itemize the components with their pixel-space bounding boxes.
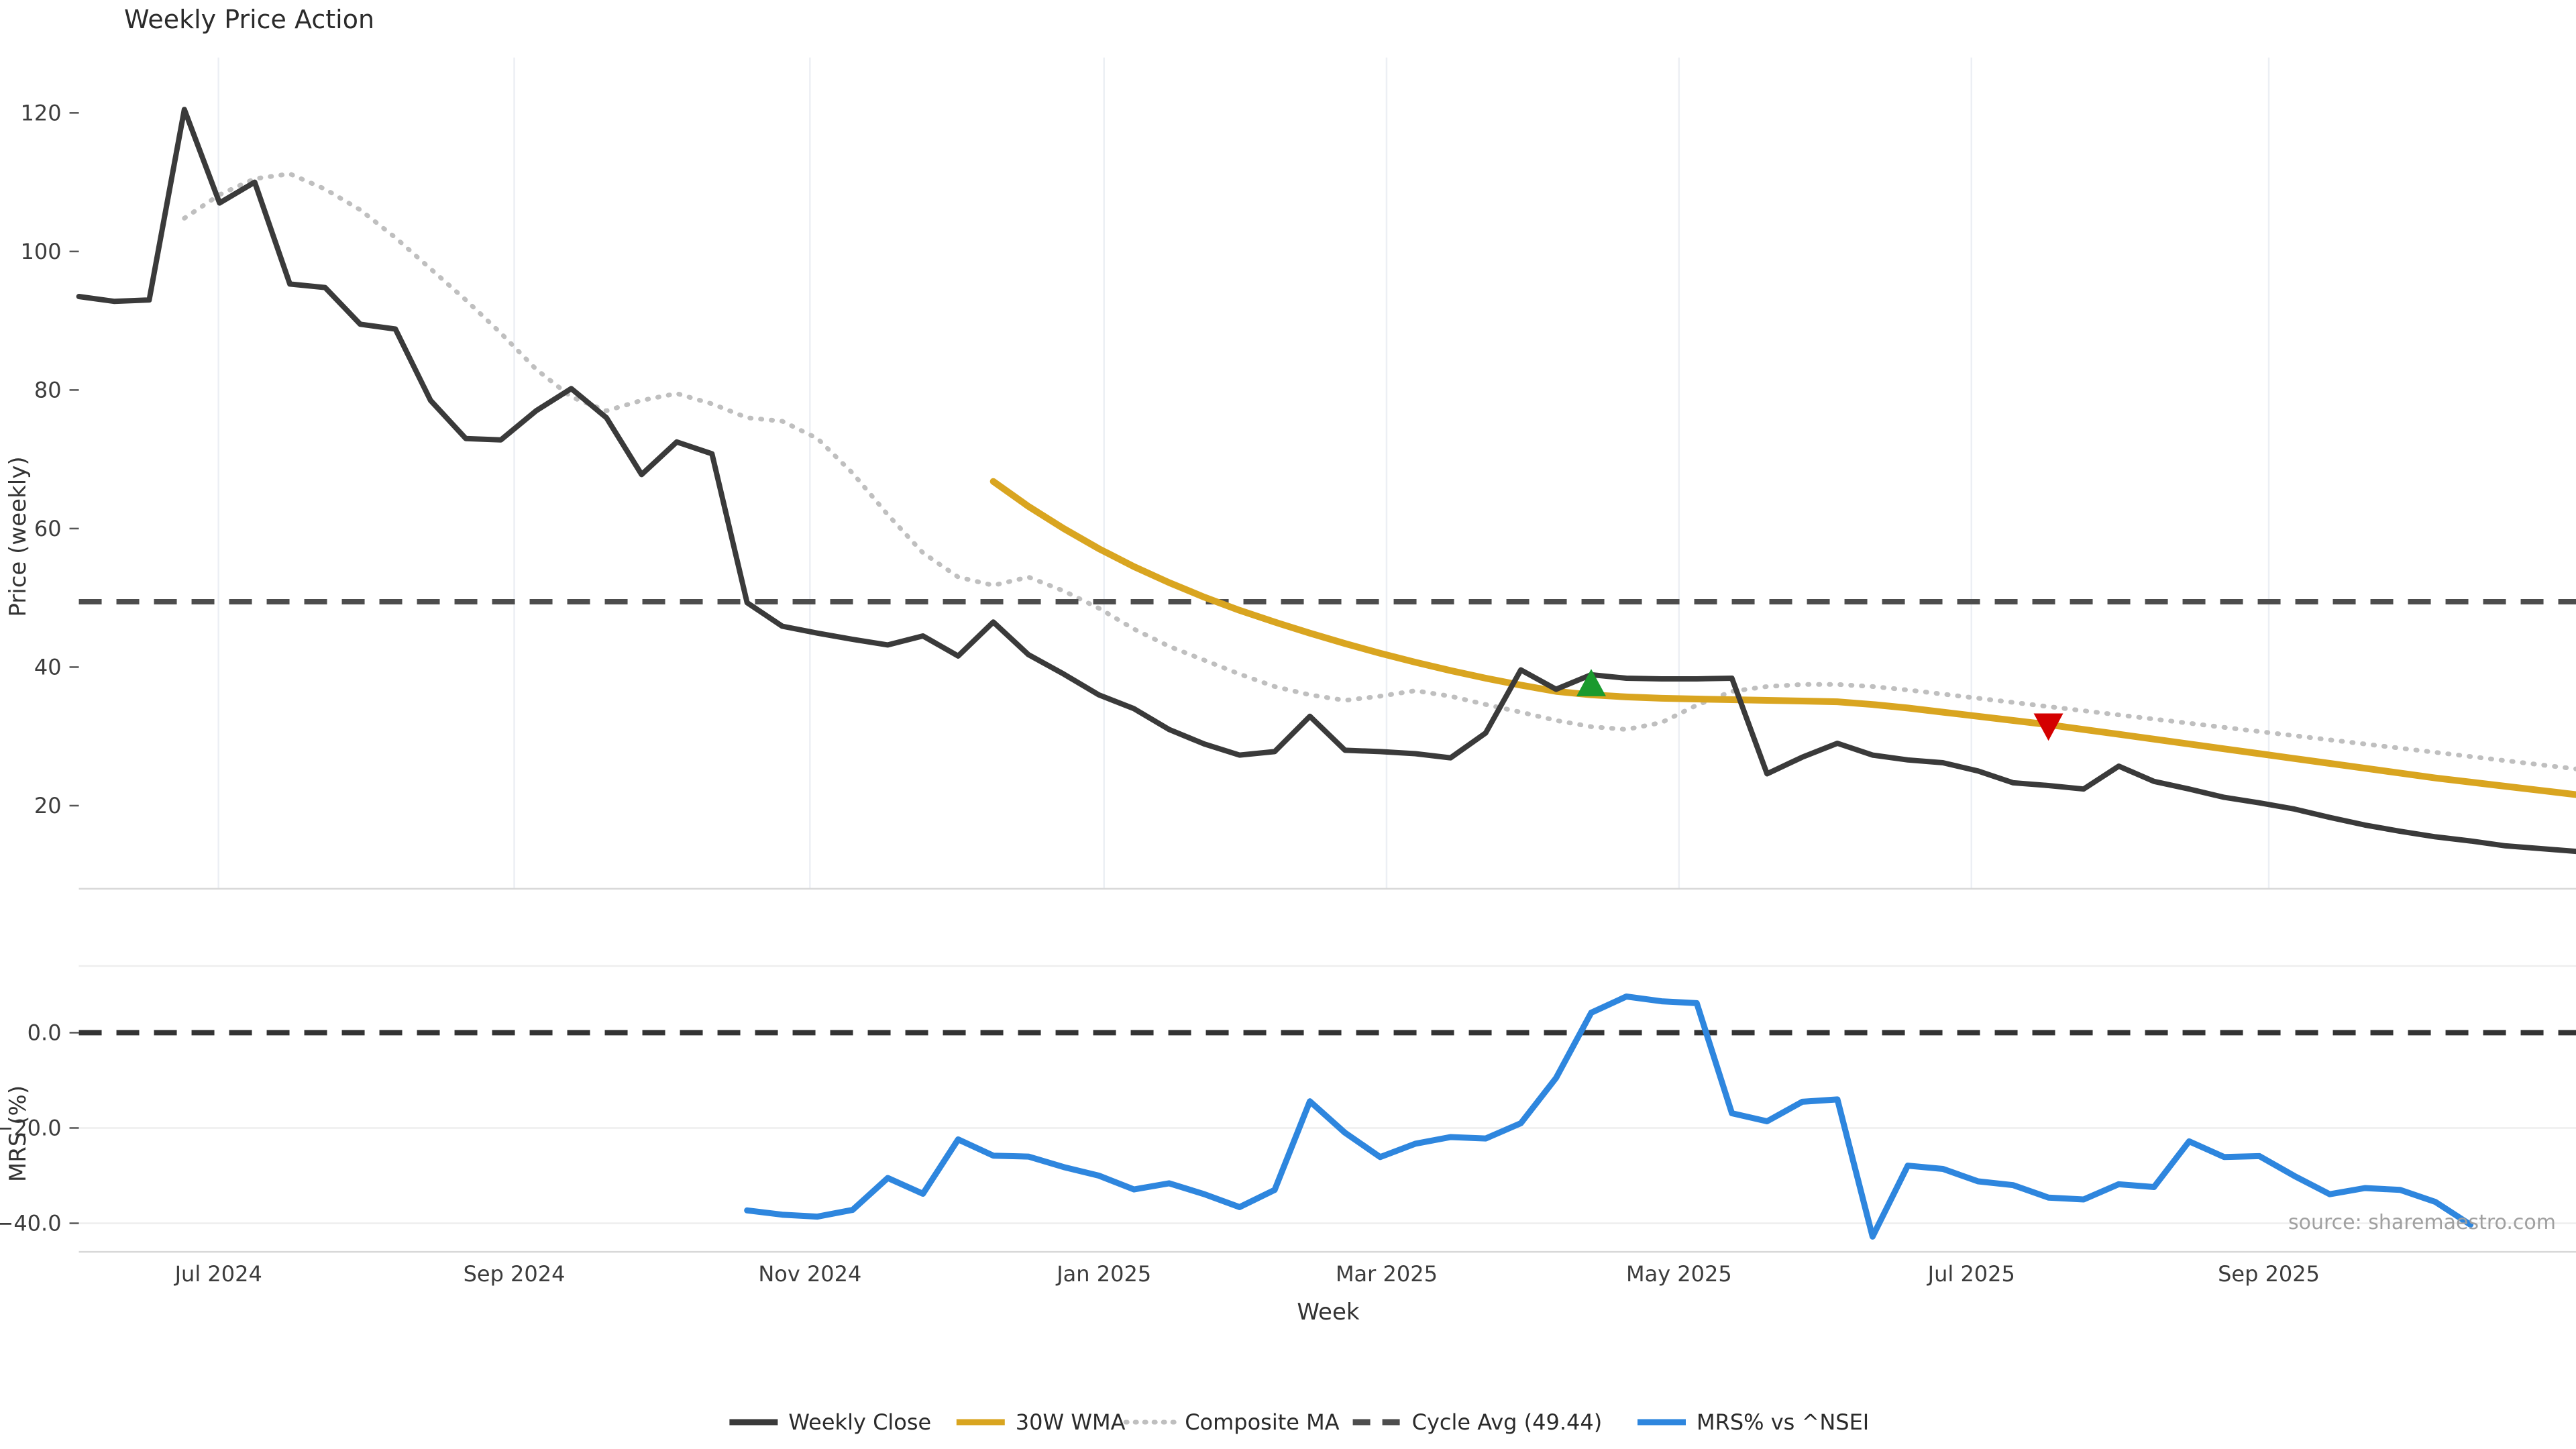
price-y-tick-labels: 20 40 60 80 100 120 xyxy=(20,100,79,818)
legend-label: Composite MA xyxy=(1185,1409,1340,1435)
price-gridlines xyxy=(78,57,2576,890)
x-tick-label: May 2025 xyxy=(1626,1261,1732,1287)
x-tick-label: Nov 2024 xyxy=(758,1261,861,1287)
legend-label: Weekly Close xyxy=(788,1409,931,1435)
mrs-line xyxy=(744,994,2474,1240)
mrs-y-tick-label: −20.0 xyxy=(0,1115,62,1140)
x-tick-label: Jul 2024 xyxy=(174,1261,262,1287)
chart-legend: Weekly Close 30W WMA Composite MA Cycle Avg… xyxy=(729,1409,1869,1435)
sell-signal-marker xyxy=(2033,713,2063,741)
mrs-gridlines xyxy=(78,965,2576,1253)
x-tick-labels: Jul 2024 Sep 2024 Nov 2024 Jan 2025 Mar 2025… xyxy=(174,1261,2320,1287)
x-tick-label: Jul 2025 xyxy=(1927,1261,2015,1287)
mrs-y-tick-label: −40.0 xyxy=(0,1211,62,1236)
source-watermark: source: sharemaestro.com xyxy=(2288,1211,2556,1234)
price-y-tick-label: 20 xyxy=(34,793,62,818)
x-axis: Jul 2024 Sep 2024 Nov 2024 Jan 2025 Mar 2025… xyxy=(174,1261,2320,1326)
price-y-tick-label: 120 xyxy=(20,100,61,125)
x-tick-label: Jan 2025 xyxy=(1055,1261,1151,1287)
weekly-close-line xyxy=(76,107,2576,855)
x-tick-label: Sep 2024 xyxy=(464,1261,566,1287)
price-y-tick-label: 80 xyxy=(34,377,62,402)
x-tick-label: Mar 2025 xyxy=(1336,1261,1438,1287)
legend-label: 30W WMA xyxy=(1016,1409,1126,1435)
mrs-y-tick-labels: 0.0 −20.0 −40.0 xyxy=(0,1020,79,1236)
buy-signal-marker xyxy=(1576,669,1606,696)
mrs-y-axis-label: MRS (%) xyxy=(5,1085,32,1182)
wma30-line xyxy=(989,478,2576,798)
price-y-tick-label: 60 xyxy=(34,516,62,541)
page-title: Weekly Price Action xyxy=(124,5,374,34)
mrs-y-tick-label: 0.0 xyxy=(28,1020,62,1045)
legend-label: Cycle Avg (49.44) xyxy=(1412,1409,1603,1435)
mrs-panel: 0.0 −20.0 −40.0 MRS (%) source: sharemaest… xyxy=(0,965,2576,1253)
x-tick-label: Sep 2025 xyxy=(2218,1261,2320,1287)
legend-label: MRS% vs ^NSEI xyxy=(1697,1409,1869,1435)
price-y-tick-label: 40 xyxy=(34,654,62,680)
composite-ma-line xyxy=(182,171,2576,771)
price-y-axis-label: Price (weekly) xyxy=(5,456,32,616)
price-panel: 20 40 60 80 100 120 Price (weekly) xyxy=(5,57,2576,890)
x-axis-label: Week xyxy=(1297,1299,1359,1326)
price-y-tick-label: 100 xyxy=(20,239,61,264)
